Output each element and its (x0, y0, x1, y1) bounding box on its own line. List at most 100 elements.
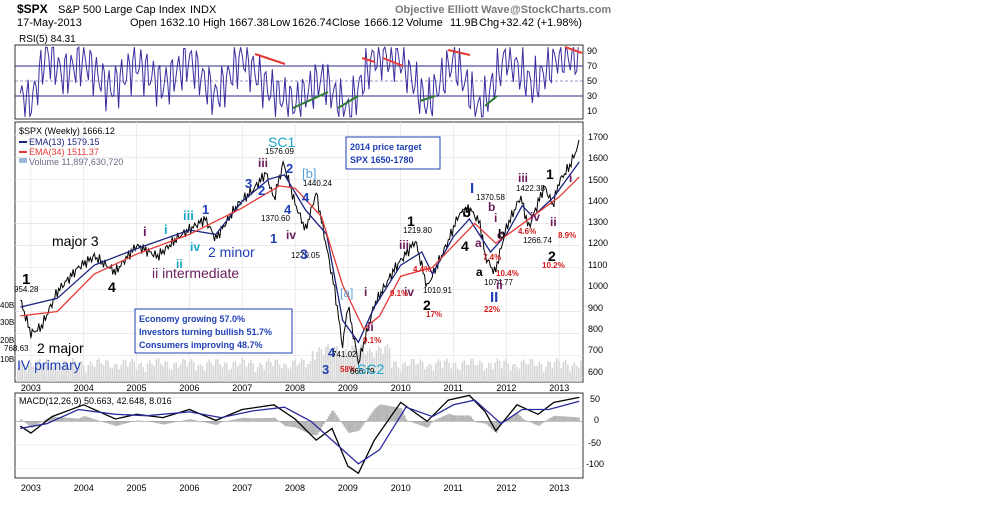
macd-hist-bar (285, 421, 287, 426)
x-tick-year: 2006 (179, 383, 199, 393)
symbol: $SPX (17, 2, 48, 16)
volume-bar (426, 367, 428, 382)
macd-hist-bar (153, 421, 155, 422)
x-tick-year-macd: 2005 (127, 483, 147, 493)
volume-bar (129, 362, 131, 382)
exchange: INDX (190, 4, 217, 16)
macd-hist-bar (275, 419, 277, 421)
macd-hist-bar (420, 421, 422, 425)
volume-bar (530, 359, 532, 382)
volume-bar (310, 361, 312, 382)
macd-hist-bar (231, 420, 233, 421)
wave-label: 1 (270, 231, 277, 246)
macd-hist-bar (358, 421, 360, 431)
volume-bar (569, 372, 571, 382)
legend-volume-swatch (19, 158, 27, 163)
wave-label: iii (183, 208, 194, 223)
volume-bar (96, 360, 98, 382)
macd-hist-bar (361, 421, 363, 427)
chg-value: +32.42 (+1.98%) (500, 17, 582, 29)
macd-hist-bar (431, 421, 433, 423)
volume-bar (400, 371, 402, 382)
macd-hist-bar (423, 421, 425, 426)
macd-hist-bar (230, 420, 232, 421)
wave-label: 1422.38 (516, 184, 545, 193)
volume-bar (567, 365, 569, 382)
wave-label: 3 (245, 176, 252, 191)
rsi-tick-30: 30 (587, 91, 597, 101)
macd-hist-bar (114, 421, 116, 425)
wave-label: 3 (300, 246, 308, 262)
volume-bar (565, 360, 567, 382)
macd-hist-bar (540, 421, 542, 424)
macd-hist-bar (82, 417, 84, 422)
wave-label: 4 (108, 279, 116, 295)
volume-bar (422, 362, 424, 382)
volume-bar (439, 361, 441, 382)
macd-hist-bar (136, 421, 138, 422)
macd-hist-bar (453, 415, 455, 421)
macd-hist-bar (323, 421, 325, 424)
macd-hist-bar (521, 418, 523, 422)
volume-bar (248, 363, 250, 382)
macd-hist-bar (551, 417, 553, 421)
macd-hist-bar (277, 420, 279, 421)
macd-hist-bar (578, 417, 580, 421)
volume-bar (131, 358, 133, 382)
macd-hist-bar (196, 421, 198, 422)
macd-hist-bar (458, 415, 460, 421)
legend-ema34: EMA(34) 1511.37 (29, 147, 99, 157)
volume-bar (213, 366, 215, 382)
macd-hist-bar (428, 421, 430, 427)
macd-hist-bar (68, 418, 70, 422)
macd-hist-bar (22, 420, 24, 421)
macd-hist-bar (379, 405, 381, 421)
macd-hist-bar (418, 421, 420, 424)
macd-hist-bar (353, 421, 355, 432)
volume-bar (532, 359, 534, 382)
macd-hist-bar (274, 418, 276, 422)
macd-hist-bar (123, 421, 125, 424)
macd-hist-bar (157, 421, 159, 423)
macd-hist-bar (41, 421, 43, 422)
low-value: 1626.74 (292, 17, 332, 29)
macd-hist-bar (107, 421, 109, 423)
macd-hist-bar (27, 421, 29, 424)
macd-hist-bar (193, 420, 195, 422)
macd-tick-neg100: -100 (586, 459, 604, 469)
volume-bar (257, 367, 259, 382)
volume-label: Volume (406, 17, 443, 29)
macd-hist-bar (315, 421, 317, 435)
volume-bar (90, 362, 92, 382)
macd-hist-bar (326, 419, 328, 421)
macd-hist-bar (85, 416, 87, 421)
macd-hist-bar (569, 417, 571, 422)
volume-bar (226, 363, 228, 382)
macd-hist-bar (222, 421, 224, 422)
macd-hist-bar (329, 414, 331, 421)
volume-bar (490, 363, 492, 382)
macd-hist-bar (174, 421, 176, 422)
volume-bar (235, 361, 237, 382)
x-tick-year-macd: 2004 (74, 483, 94, 493)
volume-bar (307, 364, 309, 382)
wave-label: 3 (463, 204, 471, 220)
high-value: 1667.38 (229, 17, 269, 29)
volume-bar (475, 365, 477, 382)
x-tick-year-macd: 2003 (21, 483, 41, 493)
legend-ema13: EMA(13) 1579.15 (29, 137, 100, 147)
volume-bar (142, 367, 144, 382)
macd-hist-bar (459, 415, 461, 421)
volume-bar (299, 363, 301, 382)
volume-bar (114, 364, 116, 382)
macd-hist-bar (336, 415, 338, 421)
macd-hist-bar (92, 418, 94, 421)
macd-hist-bar (437, 419, 439, 422)
wave-label: 2 major (37, 340, 84, 356)
volume-bar (508, 364, 510, 382)
x-tick-year: 2003 (21, 383, 41, 393)
volume-bar (536, 366, 538, 382)
macd-hist-bar (96, 420, 98, 421)
macd-hist-bar (470, 417, 472, 422)
wave-label: major 3 (52, 233, 99, 249)
